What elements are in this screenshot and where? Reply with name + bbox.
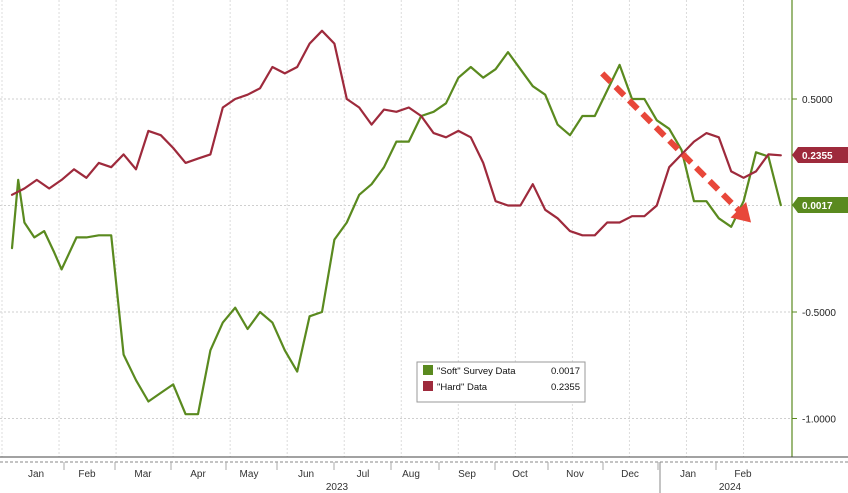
last-value-label: 0.0017 [802, 201, 833, 212]
x-axis-band [0, 457, 848, 493]
x-tick-label: Feb [78, 469, 96, 480]
x-tick-label: Jan [680, 469, 696, 480]
y-tick-label: 0.5000 [802, 95, 833, 106]
x-tick-label: Jan [28, 469, 44, 480]
x-tick-label: Feb [734, 469, 752, 480]
last-value-label: 0.2355 [802, 151, 833, 162]
legend-swatch [423, 365, 433, 375]
y-tick-label: -0.5000 [802, 308, 836, 319]
x-tick-label: Mar [134, 469, 152, 480]
x-tick-label: Jul [357, 469, 370, 480]
x-tick-label: Jun [298, 469, 314, 480]
x-tick-label: May [240, 469, 259, 480]
last-value-tag [792, 197, 848, 213]
legend-series-value: 0.2355 [551, 382, 580, 393]
legend: "Soft" Survey Data 0.0017 "Hard" Data 0.235… [416, 361, 586, 403]
y-tick-label: -1.0000 [802, 415, 836, 426]
year-label: 2024 [719, 482, 742, 493]
legend-series-value: 0.0017 [551, 366, 580, 377]
x-tick-label: Oct [512, 469, 528, 480]
last-value-tag [792, 147, 848, 163]
trend-arrow [600, 71, 752, 223]
arrow-head [730, 202, 752, 223]
series-line-hard-data [10, 29, 782, 237]
year-label: 2023 [326, 482, 349, 493]
series-lines [10, 29, 782, 416]
legend-swatch [423, 381, 433, 391]
legend-series-name: "Hard" Data [437, 382, 488, 393]
arrow-shaft [600, 71, 744, 215]
x-tick-label: Sep [458, 469, 476, 480]
x-tick-label: Apr [190, 469, 206, 480]
legend-box [416, 361, 586, 403]
x-tick-label: Dec [621, 469, 639, 480]
series-line-soft-survey-data [10, 50, 782, 416]
last-value-tags: 0.2355 0.0017 [792, 147, 848, 213]
x-tick-label: Aug [402, 469, 420, 480]
x-tick-label: Nov [566, 469, 584, 480]
legend-series-name: "Soft" Survey Data [437, 366, 516, 377]
